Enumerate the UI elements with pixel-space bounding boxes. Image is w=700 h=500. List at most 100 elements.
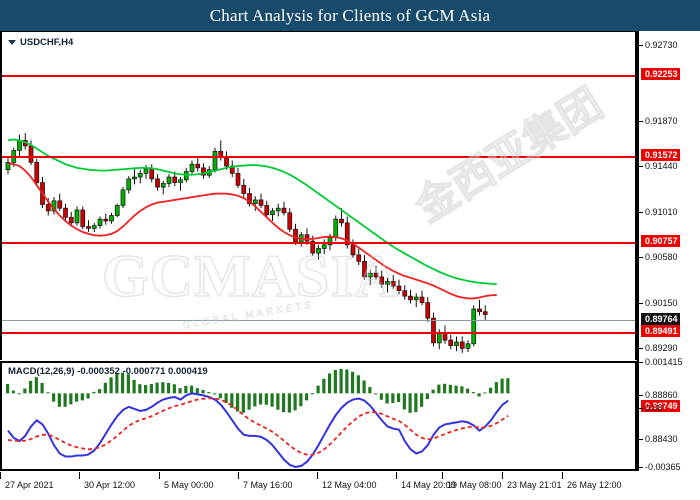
chart-frame: USDCHF,H4 GCMASIA GLOBAL MARKETS 金西亚集团 M… <box>0 31 700 500</box>
macd-histogram-bar <box>253 393 257 407</box>
macd-histogram-bar <box>126 374 130 394</box>
price-tick: 0.90150 <box>639 298 678 308</box>
candle-body <box>281 207 287 214</box>
macd-histogram-bar <box>178 388 182 394</box>
time-axis: 27 Apr 2021 30 Apr 12:00 5 May 00:00 7 May … <box>0 471 700 500</box>
price-level-tick: 0.89491 <box>641 325 680 337</box>
macd-histogram-bar <box>333 369 337 394</box>
price-tick: 0.88860 <box>639 390 678 400</box>
candle-body <box>241 184 247 194</box>
candle-body <box>172 176 178 183</box>
macd-histogram-bar <box>52 393 56 402</box>
candle-body <box>132 176 137 180</box>
symbol-label[interactable]: USDCHF,H4 <box>8 37 73 48</box>
macd-histogram-bar <box>11 390 15 394</box>
macd-histogram-bar <box>115 373 119 394</box>
candle-body <box>321 244 327 249</box>
macd-histogram-bar <box>207 392 211 394</box>
candle-body <box>316 248 321 254</box>
candle-body <box>235 173 241 186</box>
triangle-down-icon <box>8 40 16 45</box>
macd-histogram-bar <box>282 393 286 413</box>
macd-histogram-bar <box>471 392 475 394</box>
time-axis-label: 5 May 00:00 <box>159 472 214 490</box>
candle-body <box>396 285 402 291</box>
macd-histogram-bar <box>230 393 234 408</box>
macd-histogram-bar <box>259 393 263 405</box>
macd-histogram-bar <box>86 393 90 399</box>
price-tick: 0.89290 <box>639 343 678 353</box>
horizontal-level-line <box>2 75 635 77</box>
candle-body <box>367 272 373 278</box>
macd-series-canvas <box>6 368 510 468</box>
candle-body <box>373 272 379 278</box>
horizontal-level-line <box>2 242 635 244</box>
macd-histogram-bar <box>322 378 326 394</box>
candle-body <box>103 218 109 222</box>
candle-body <box>402 290 408 297</box>
macd-histogram-bar <box>408 393 412 413</box>
candle-body <box>275 207 281 212</box>
candle-body <box>459 341 465 349</box>
macd-histogram-bar <box>247 393 251 410</box>
price-tick: 0.91010 <box>639 207 678 217</box>
macd-pane[interactable]: MACD(12,26,9) -0.000352 -0.000771 0.0004… <box>0 361 637 471</box>
macd-histogram-bar <box>425 393 429 400</box>
macd-histogram-bar <box>460 386 464 394</box>
macd-histogram-bar <box>299 393 303 407</box>
candle-body <box>80 209 86 227</box>
macd-histogram-bar <box>132 379 136 394</box>
macd-histogram-bar <box>63 393 67 407</box>
candle-body <box>143 168 149 174</box>
macd-histogram-bar <box>368 387 372 394</box>
macd-histogram-bar <box>40 382 44 394</box>
candle-body <box>482 311 488 315</box>
macd-histogram-bar <box>155 382 159 394</box>
candle-body <box>304 234 310 242</box>
macd-histogram-bar <box>167 382 171 394</box>
macd-histogram-bar <box>144 385 148 394</box>
time-axis-label: 7 May 16:00 <box>238 472 293 490</box>
candle-body <box>229 165 235 174</box>
candle-body <box>293 228 298 243</box>
macd-histogram-bar <box>161 382 165 394</box>
price-tick: 0.90580 <box>639 252 678 262</box>
macd-histogram-bar <box>98 389 102 394</box>
time-axis-label: 12 May 04:00 <box>317 472 377 490</box>
macd-histogram-bar <box>316 385 320 394</box>
macd-histogram-bar <box>218 393 222 399</box>
macd-histogram-bar <box>172 384 176 394</box>
price-axis[interactable]: 0.92730 0.92253 0.91870 0.91572 0.91440 0.910… <box>637 31 700 472</box>
macd-histogram-bar <box>149 384 153 394</box>
price-tick: -0.00365 <box>639 462 681 472</box>
moving-average-line <box>7 162 497 300</box>
candle-body <box>137 173 143 178</box>
candle-body <box>419 296 425 303</box>
macd-histogram-bar <box>270 393 274 407</box>
macd-histogram-bar <box>345 369 349 394</box>
macd-histogram-bar <box>17 393 21 395</box>
macd-histogram-bar <box>494 382 498 394</box>
macd-histogram-bar <box>190 385 194 394</box>
macd-histogram-bar <box>75 393 79 402</box>
page-title: Chart Analysis for Clients of GCM Asia <box>209 5 491 25</box>
macd-histogram-bar <box>264 393 268 405</box>
macd-histogram-bar <box>385 393 389 404</box>
macd-histogram-bar <box>454 385 458 394</box>
candle-body <box>408 295 413 301</box>
price-chart-pane[interactable]: USDCHF,H4 GCMASIA GLOBAL MARKETS 金西亚集团 <box>0 31 637 360</box>
macd-histogram-bar <box>57 393 61 407</box>
candle-body <box>362 260 367 278</box>
macd-histogram-bar <box>431 389 435 394</box>
candle-body <box>471 308 477 345</box>
candle-body <box>91 225 97 229</box>
candle-body <box>86 226 91 229</box>
price-level-tick: 0.88749 <box>641 400 680 412</box>
candle-body <box>114 205 120 216</box>
header-banner: Chart Analysis for Clients of GCM Asia <box>0 0 700 31</box>
macd-histogram-bar <box>6 384 10 394</box>
candle-body <box>477 308 482 313</box>
candle-body <box>201 167 206 176</box>
price-series-canvas <box>5 133 497 353</box>
